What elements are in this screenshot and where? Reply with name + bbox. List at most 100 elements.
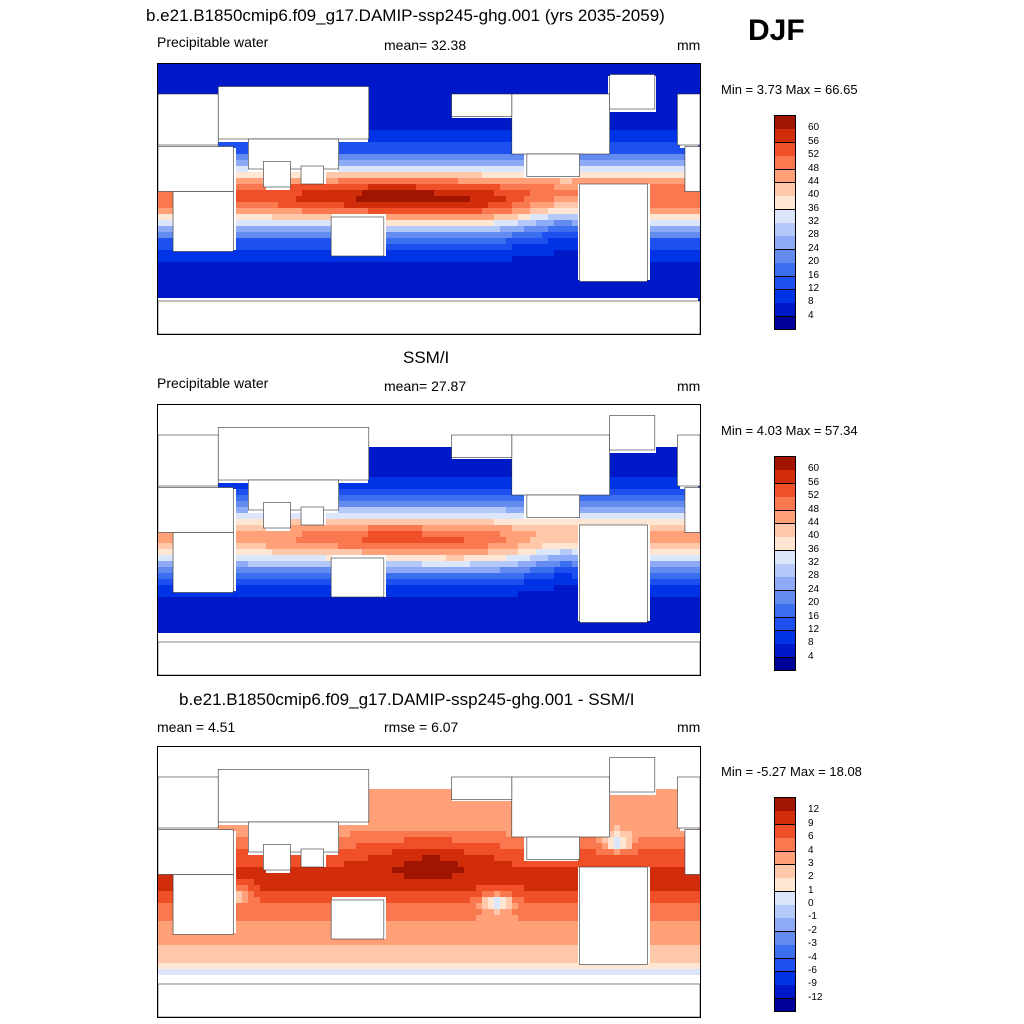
map-field-cell xyxy=(662,136,668,142)
map-field-cell xyxy=(164,286,170,292)
map-field-cell xyxy=(242,525,248,531)
map-field-cell xyxy=(452,471,458,477)
map-field-cell xyxy=(362,507,368,513)
map-field-cell xyxy=(572,76,578,82)
map-field-cell xyxy=(668,573,674,579)
map-field-cell xyxy=(638,627,644,633)
map-field-cell xyxy=(518,268,524,274)
map-field-cell xyxy=(392,849,398,855)
map-field-cell xyxy=(566,70,572,76)
map-field-cell xyxy=(218,597,224,603)
map-field-cell xyxy=(524,292,530,298)
map-field-cell xyxy=(656,208,662,214)
map-field-cell xyxy=(566,178,572,184)
map-field-cell xyxy=(554,286,560,292)
map-field-cell xyxy=(392,609,398,615)
map-field-cell xyxy=(662,82,668,88)
map-field-cell xyxy=(536,256,542,262)
map-field-cell xyxy=(398,495,404,501)
map-field-cell xyxy=(356,196,362,202)
map-field-cell xyxy=(326,70,332,76)
map-field-cell xyxy=(314,214,320,220)
map-field-cell xyxy=(362,166,368,172)
map-field-cell xyxy=(164,549,170,555)
map-field-cell xyxy=(434,94,440,100)
map-field-cell xyxy=(392,178,398,184)
map-field-cell xyxy=(668,82,674,88)
map-field-cell xyxy=(386,70,392,76)
map-field-cell xyxy=(548,220,554,226)
map-field-cell xyxy=(260,250,266,256)
map-field-cell xyxy=(242,166,248,172)
map-field-cell xyxy=(350,519,356,525)
map-field-cell xyxy=(674,250,680,256)
map-field-cell xyxy=(290,597,296,603)
map-field-cell xyxy=(572,190,578,196)
map-field-cell xyxy=(626,172,632,178)
map-field-cell xyxy=(338,489,344,495)
map-field-cell xyxy=(368,861,374,867)
map-field-cell xyxy=(296,525,302,531)
map-field-cell xyxy=(284,543,290,549)
map-field-cell xyxy=(320,591,326,597)
map-field-cell xyxy=(428,579,434,585)
map-field-cell xyxy=(482,238,488,244)
map-field-cell xyxy=(194,292,200,298)
map-field-cell xyxy=(398,70,404,76)
map-field-cell xyxy=(488,471,494,477)
map-field-cell xyxy=(674,603,680,609)
map-field-cell xyxy=(662,597,668,603)
map-field-cell xyxy=(590,843,596,849)
map-field-cell xyxy=(386,94,392,100)
map-field-cell xyxy=(386,244,392,250)
map-field-cell xyxy=(692,585,698,591)
map-field-cell xyxy=(386,112,392,118)
map-field-cell xyxy=(500,855,506,861)
map-field-cell xyxy=(422,112,428,118)
map-field-cell xyxy=(416,471,422,477)
map-field-cell xyxy=(332,867,338,873)
map-field-cell xyxy=(290,226,296,232)
map-field-cell xyxy=(428,112,434,118)
map-field-cell xyxy=(650,208,656,214)
map-field-cell xyxy=(656,825,662,831)
map-field-cell xyxy=(422,268,428,274)
map-field-cell xyxy=(428,453,434,459)
land-outline xyxy=(684,487,700,533)
map-field-cell xyxy=(638,483,644,489)
map-field-cell xyxy=(434,477,440,483)
map-field-cell xyxy=(416,453,422,459)
map-field-cell xyxy=(488,867,494,873)
map-field-cell xyxy=(638,118,644,124)
map-field-cell xyxy=(668,615,674,621)
map-field-cell xyxy=(476,286,482,292)
map-field-cell xyxy=(332,286,338,292)
map-field-cell xyxy=(470,627,476,633)
map-field-cell xyxy=(440,471,446,477)
map-field-cell xyxy=(164,561,170,567)
map-field-cell xyxy=(422,250,428,256)
map-field-cell xyxy=(632,801,638,807)
map-field-cell xyxy=(482,819,488,825)
map-field-cell xyxy=(398,525,404,531)
map-field-cell xyxy=(158,274,164,280)
map-field-cell xyxy=(242,831,248,837)
colorbar-tick-label: 48 xyxy=(808,503,820,515)
map-field-cell xyxy=(416,256,422,262)
map-field-cell xyxy=(674,867,680,873)
map-field-cell xyxy=(686,70,692,76)
map-field-cell xyxy=(410,274,416,280)
map-field-cell xyxy=(524,867,530,873)
map-field-cell xyxy=(668,789,674,795)
map-field-cell xyxy=(164,262,170,268)
map-field-cell xyxy=(398,76,404,82)
map-field-cell xyxy=(632,70,638,76)
colorbar-tick-label: 60 xyxy=(808,122,820,134)
map-field-cell xyxy=(632,843,638,849)
map-field-cell xyxy=(278,262,284,268)
map-field-cell xyxy=(290,256,296,262)
map-field-cell xyxy=(452,136,458,142)
map-field-cell xyxy=(410,507,416,513)
map-field-cell xyxy=(488,154,494,160)
map-field-cell xyxy=(602,70,608,76)
